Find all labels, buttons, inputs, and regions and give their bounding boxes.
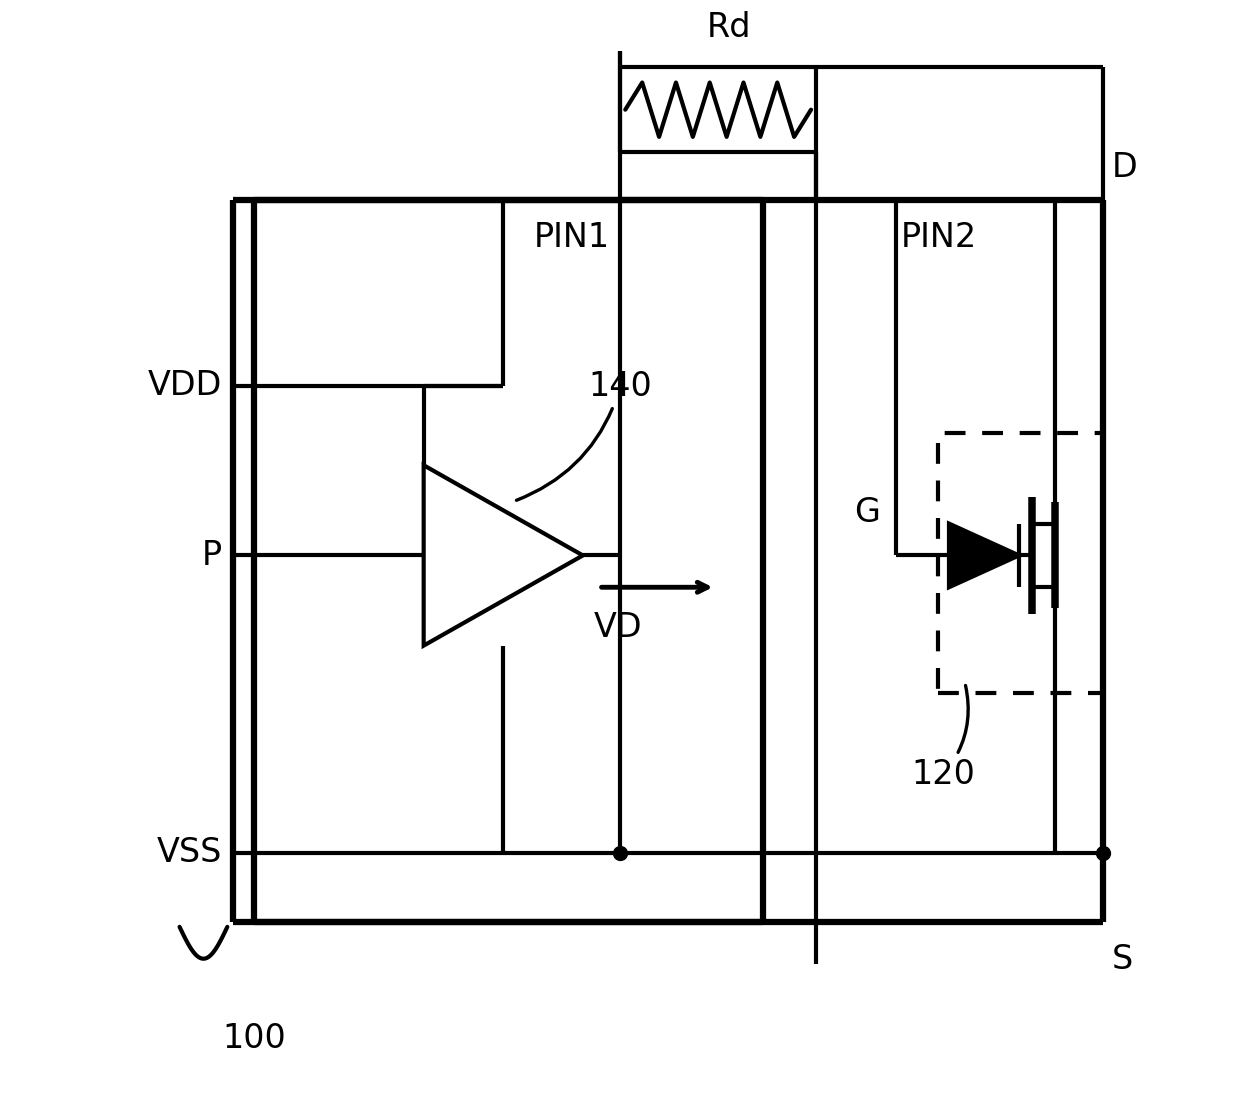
Bar — [939, 434, 1102, 693]
Text: S: S — [1111, 943, 1132, 976]
Text: Rd: Rd — [707, 11, 751, 44]
Text: G: G — [854, 496, 880, 529]
Text: P: P — [202, 539, 222, 572]
Text: VDD: VDD — [148, 369, 222, 402]
Text: 120: 120 — [911, 685, 976, 790]
Text: 100: 100 — [222, 1022, 285, 1056]
Text: 140: 140 — [517, 371, 652, 501]
Polygon shape — [949, 524, 1019, 587]
Text: PIN1: PIN1 — [533, 221, 609, 255]
Text: VD: VD — [594, 611, 642, 644]
Text: VSS: VSS — [156, 836, 222, 869]
Text: D: D — [1111, 151, 1137, 184]
Text: PIN2: PIN2 — [901, 221, 977, 255]
